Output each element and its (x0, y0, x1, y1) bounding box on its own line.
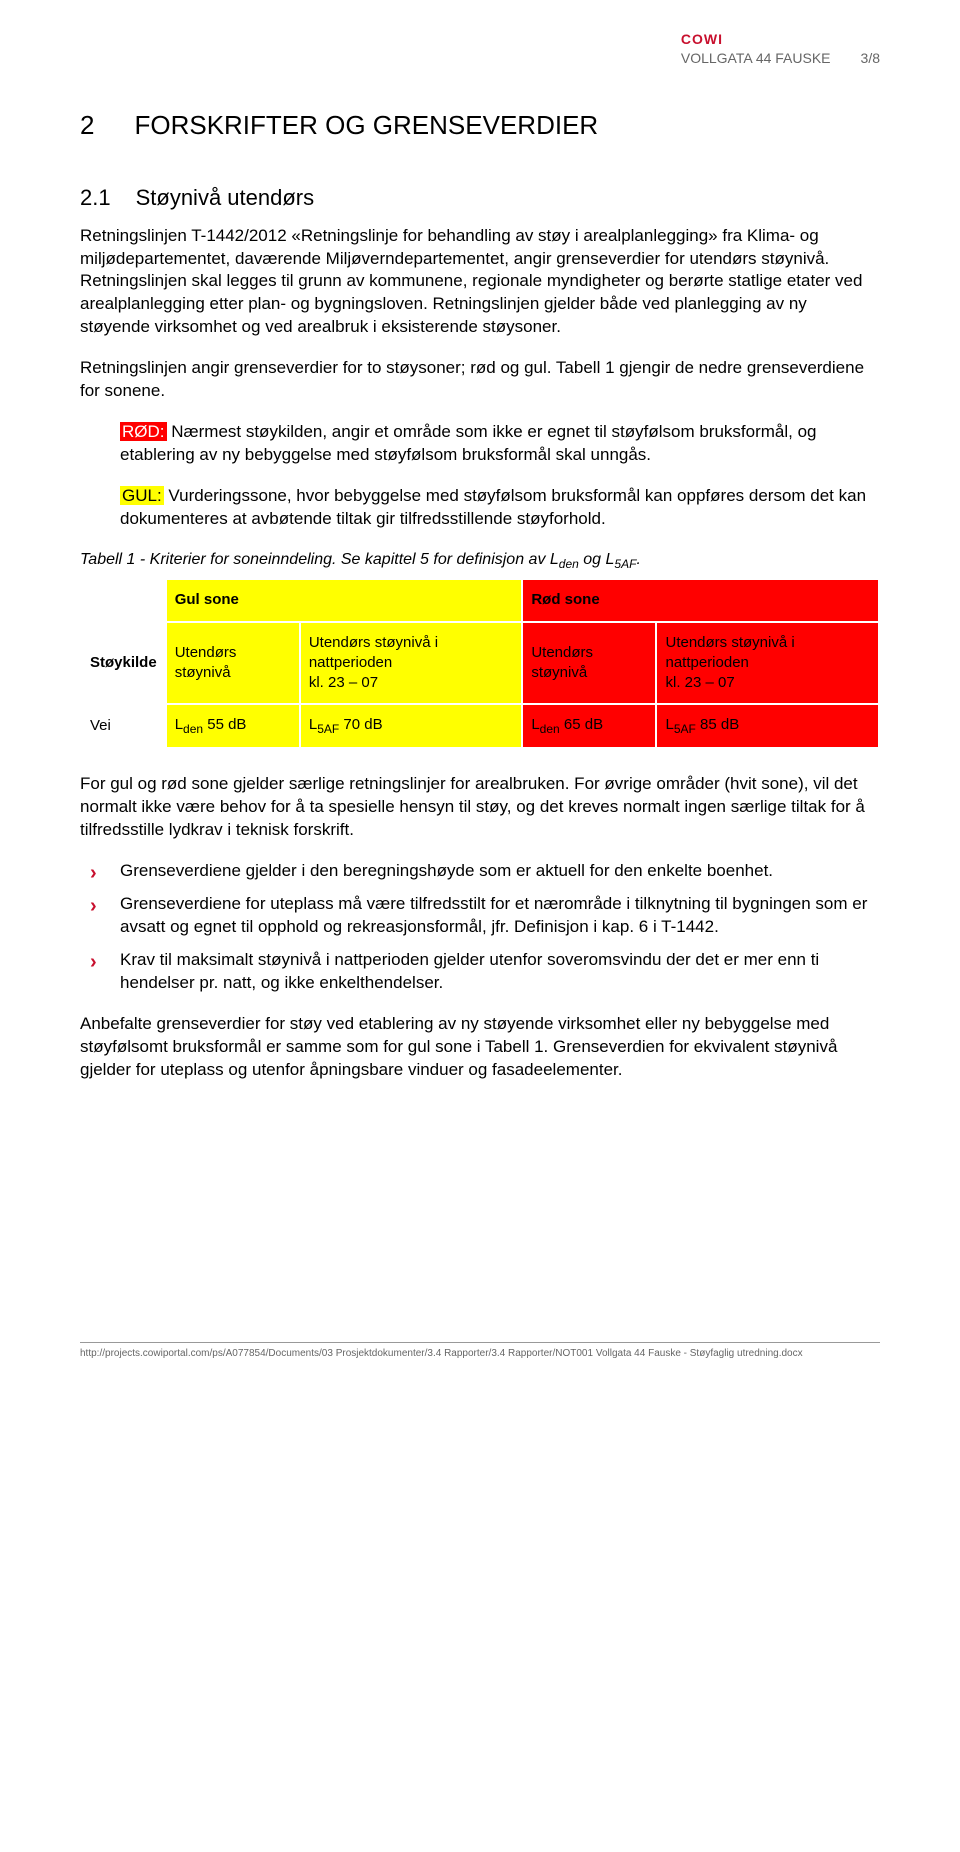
bullet-list: Grenseverdiene gjelder i den beregningsh… (80, 860, 880, 995)
footer-url: http://projects.cowiportal.com/ps/A07785… (80, 1342, 880, 1361)
col-yellow-2: Utendørs støynivå i nattperioden kl. 23 … (300, 622, 522, 705)
section-number: 2 (80, 108, 94, 143)
row-header-source: Støykilde (81, 622, 166, 705)
header-rod-sone: Rød sone (522, 579, 879, 621)
data-yellow-2: L5AF 70 dB (300, 704, 522, 748)
section-title: FORSKRIFTER OG GRENSEVERDIER (134, 108, 598, 143)
header-gul-sone: Gul sone (166, 579, 523, 621)
yellow-text: Vurderingssone, hvor bebyggelse med støy… (120, 486, 866, 528)
section-heading: 2 FORSKRIFTER OG GRENSEVERDIER (80, 108, 880, 143)
col-yellow-1: Utendørs støynivå (166, 622, 300, 705)
page-number: 3/8 (861, 49, 880, 68)
bullet-item: Krav til maksimalt støynivå i nattperiod… (80, 949, 880, 995)
subsection-heading: 2.1 Støynivå utendørs (80, 183, 880, 213)
data-red-2: L5AF 85 dB (656, 704, 879, 748)
red-text: Nærmest støykilden, angir et område som … (120, 422, 816, 464)
red-zone-description: RØD: Nærmest støykilden, angir et område… (120, 421, 880, 467)
yellow-tag: GUL: (120, 486, 164, 505)
footer: http://projects.cowiportal.com/ps/A07785… (80, 1342, 880, 1361)
red-tag: RØD: (120, 422, 167, 441)
data-yellow-1: Lden 55 dB (166, 704, 300, 748)
cowi-logo: COWI (681, 30, 831, 49)
table-caption: Tabell 1 - Kriterier for soneinndeling. … (80, 549, 880, 572)
paragraph-2: Retningslinjen angir grenseverdier for t… (80, 357, 880, 403)
subsection-number: 2.1 (80, 183, 111, 213)
page-header: COWI VOLLGATA 44 FAUSKE 3/8 (80, 30, 880, 68)
bullet-item: Grenseverdiene for uteplass må være tilf… (80, 893, 880, 939)
zone-table: Gul sone Rød sone Støykilde Utendørs stø… (80, 578, 880, 749)
paragraph-1: Retningslinjen T-1442/2012 «Retningslinj… (80, 225, 880, 340)
col-red-2: Utendørs støynivå i nattperioden kl. 23 … (656, 622, 879, 705)
header-title: VOLLGATA 44 FAUSKE (681, 50, 831, 66)
data-red-1: Lden 65 dB (522, 704, 656, 748)
paragraph-3: For gul og rød sone gjelder særlige retn… (80, 773, 880, 842)
subsection-title: Støynivå utendørs (136, 183, 315, 213)
data-source: Vei (81, 704, 166, 748)
paragraph-4: Anbefalte grenseverdier for støy ved eta… (80, 1013, 880, 1082)
bullet-item: Grenseverdiene gjelder i den beregningsh… (80, 860, 880, 883)
table-corner (81, 579, 166, 621)
col-red-1: Utendørs støynivå (522, 622, 656, 705)
yellow-zone-description: GUL: Vurderingssone, hvor bebyggelse med… (120, 485, 880, 531)
